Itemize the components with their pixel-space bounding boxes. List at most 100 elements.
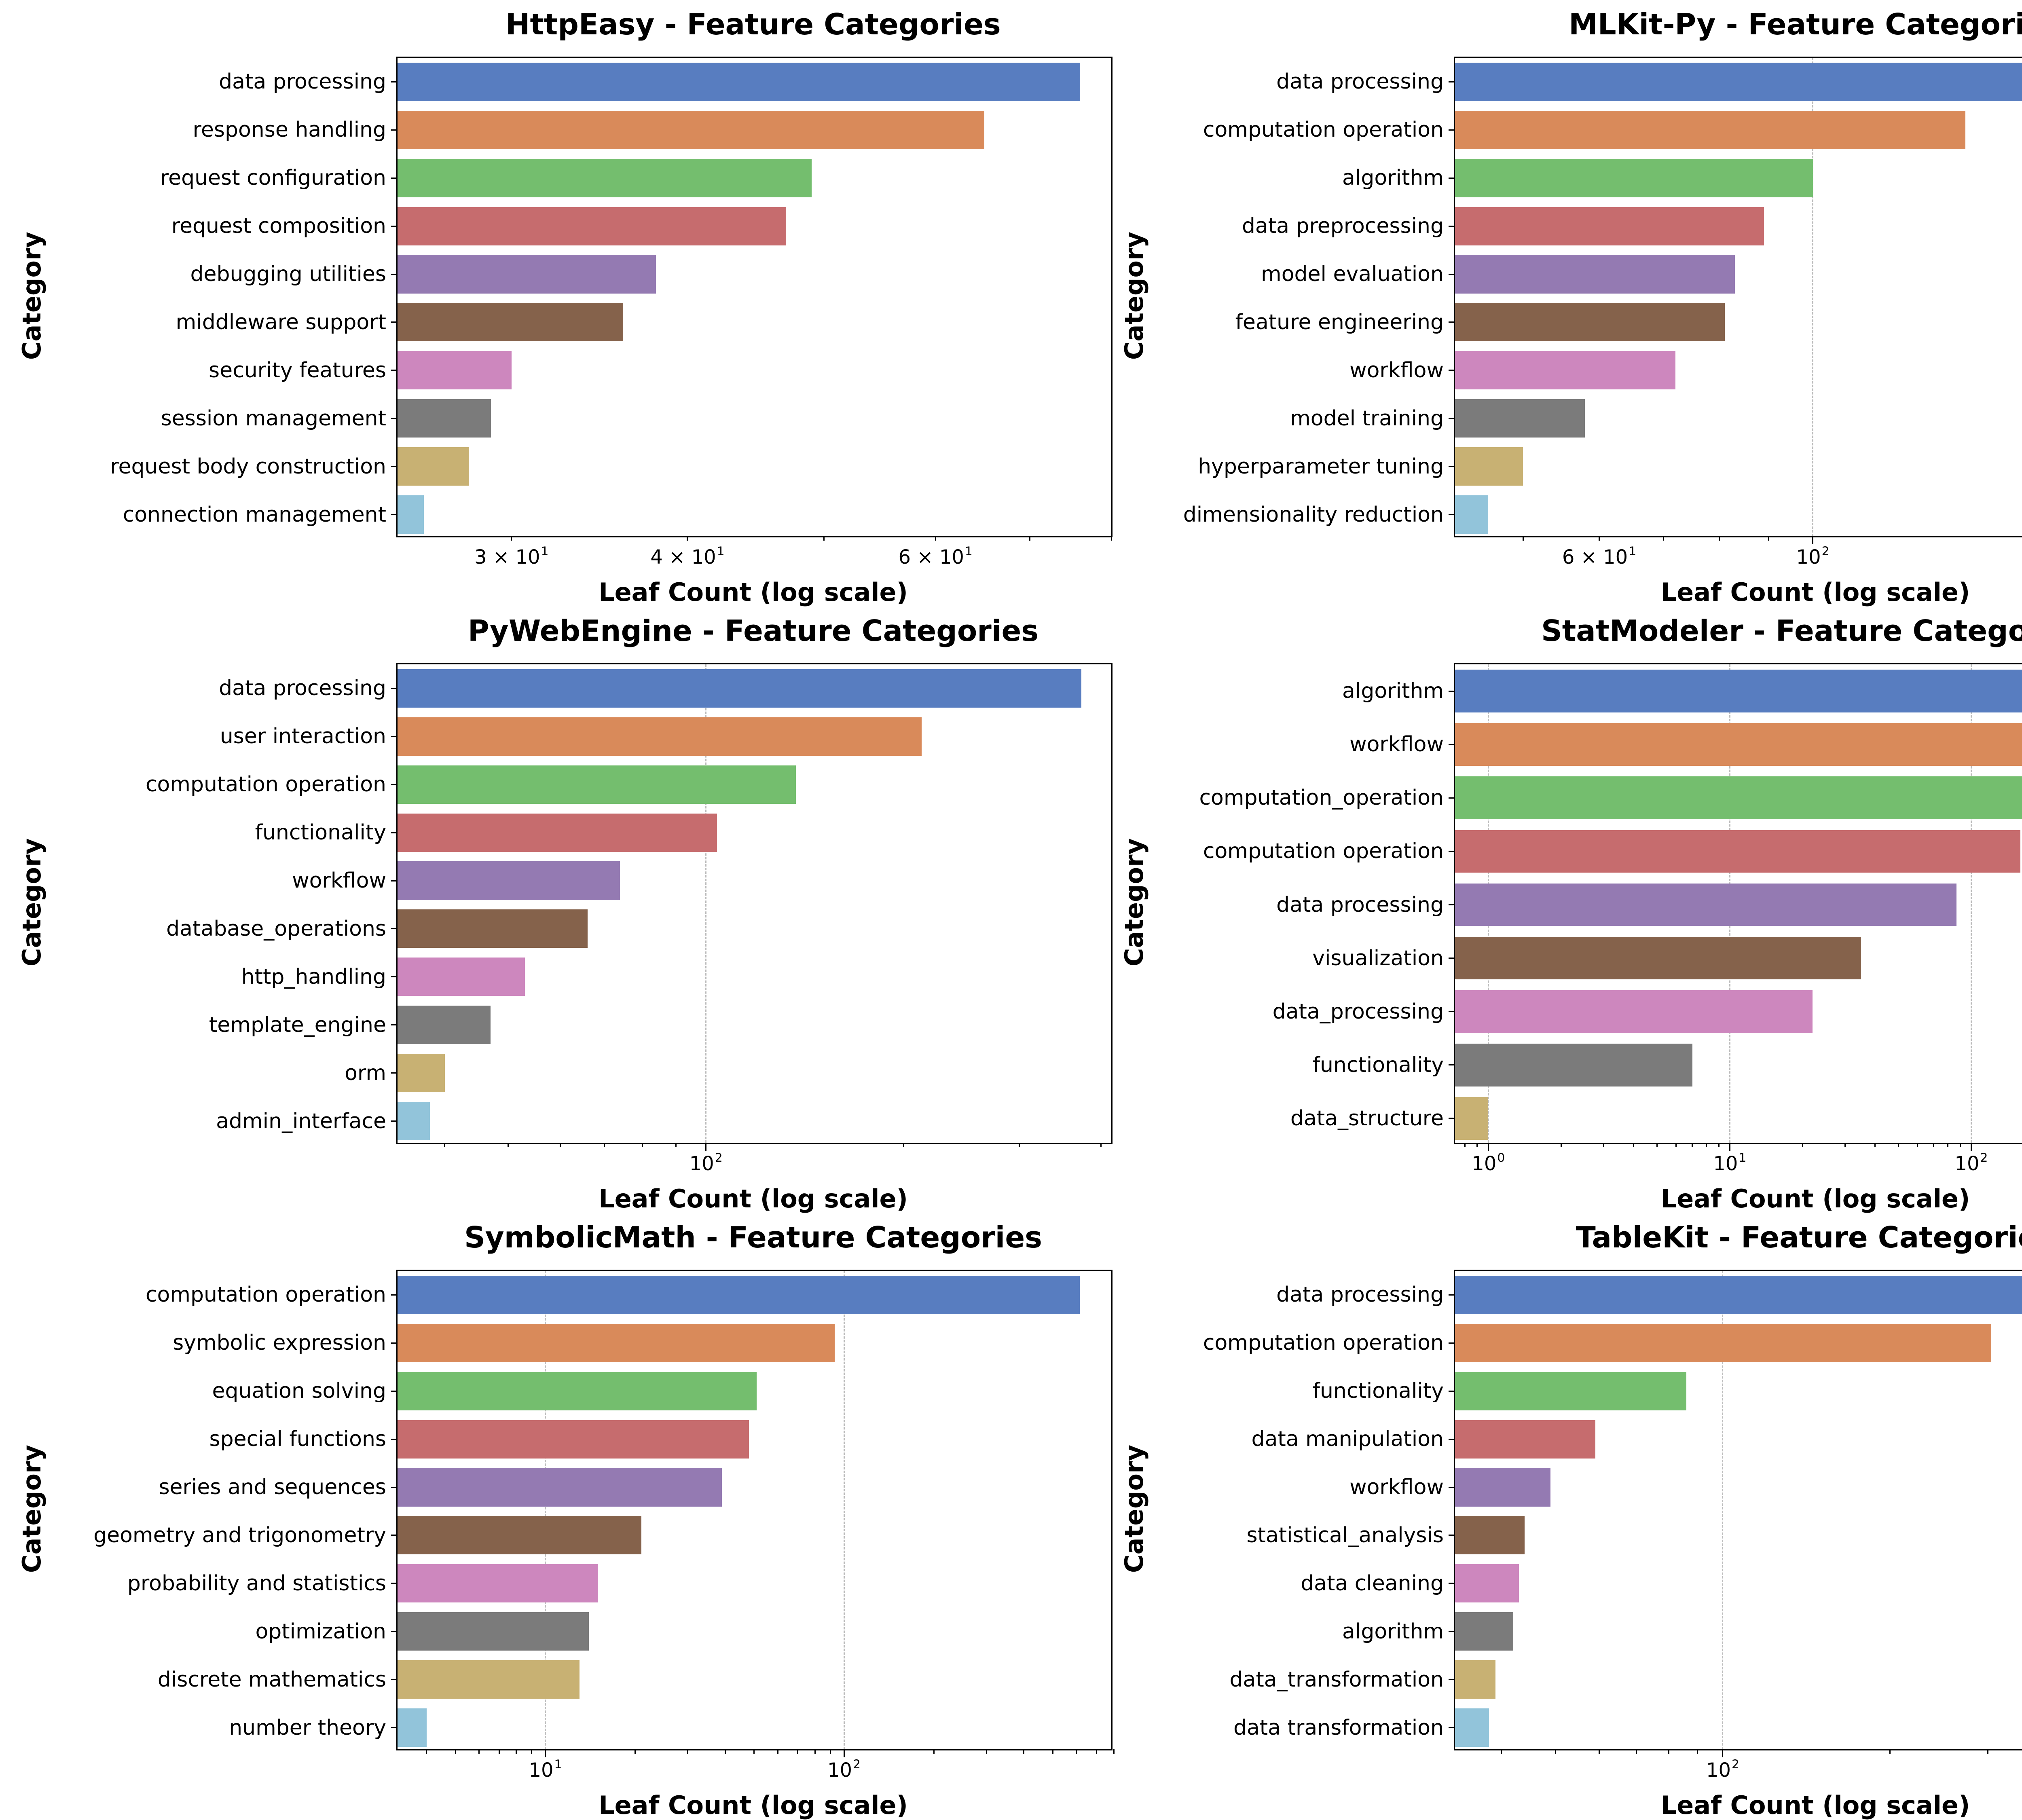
category-label: data manipulation <box>1251 1427 1444 1452</box>
bar-series-and-sequences <box>398 1468 722 1507</box>
plot-area: 102 data processing computation operation f… <box>1203 1270 2022 1782</box>
x-tick-mark <box>455 1749 456 1754</box>
bar-data-processing <box>398 669 1081 708</box>
bar-special-functions <box>398 1420 749 1459</box>
chart-panel-mlkit-py: MLKit-Py - Feature Categories Category 6… <box>1092 0 2022 607</box>
x-tick-mark <box>1692 1143 1693 1147</box>
y-tick-mark <box>1449 1631 1455 1632</box>
chart-title: HttpEasy - Feature Categories <box>506 7 1001 41</box>
y-tick-mark <box>1449 273 1455 275</box>
y-tick-mark <box>1449 418 1455 419</box>
bar-hyperparameter-tuning <box>1455 447 1523 486</box>
y-tick-mark <box>1449 904 1455 905</box>
category-label: workflow <box>1349 732 1444 757</box>
y-tick-mark <box>391 1120 398 1122</box>
x-tick-mark <box>1889 1749 1891 1754</box>
category-label: workflow <box>292 869 386 893</box>
category-label: model training <box>1290 406 1444 431</box>
x-axis-label: Leaf Count (log scale) <box>599 1790 908 1820</box>
category-label: special functions <box>209 1427 386 1452</box>
x-tick-mark <box>1501 1749 1502 1754</box>
x-tick-mark <box>843 1749 845 1757</box>
gridline <box>843 1271 845 1749</box>
x-tick-mark <box>1706 1143 1707 1147</box>
bar-request-configuration <box>398 159 812 197</box>
category-label: data processing <box>1276 70 1444 94</box>
category-label: discrete mathematics <box>157 1667 386 1692</box>
x-tick-label: 102 <box>1706 1757 1739 1782</box>
y-tick-mark <box>1449 466 1455 467</box>
x-tick-mark <box>1874 1143 1876 1147</box>
bar-data-transformation <box>1455 1708 1489 1747</box>
category-label: series and sequences <box>159 1475 386 1500</box>
x-tick-mark <box>511 536 512 541</box>
y-tick-mark <box>1449 1064 1455 1066</box>
category-label: orm <box>345 1061 386 1085</box>
x-tick-mark <box>1656 1143 1658 1147</box>
y-tick-mark <box>391 784 398 785</box>
chart-panel-pywebengine: PyWebEngine - Feature Categories Categor… <box>0 607 1113 1213</box>
gridline <box>705 664 707 1143</box>
x-tick-label: 4 × 101 <box>650 544 725 569</box>
y-tick-mark <box>391 736 398 737</box>
category-label: computation operation <box>1203 839 1444 864</box>
category-label: symbolic expression <box>173 1331 386 1355</box>
x-tick-mark <box>1052 1749 1053 1754</box>
x-tick-mark <box>531 1749 533 1754</box>
y-tick-mark <box>1449 225 1455 227</box>
bar-geometry-and-trigonometry <box>398 1516 642 1555</box>
x-tick-mark <box>705 1143 707 1151</box>
chart-title: TableKit - Feature Categories <box>1576 1220 2022 1254</box>
y-axis-label: Category <box>1119 1445 1149 1573</box>
y-tick-mark <box>391 976 398 978</box>
category-label: hyperparameter tuning <box>1198 454 1444 479</box>
category-label: response handling <box>192 118 386 142</box>
category-label: data_transformation <box>1229 1667 1444 1692</box>
gridline <box>544 1271 546 1749</box>
bar-data-preprocessing <box>1455 207 1764 245</box>
bar-http-handling <box>398 958 525 996</box>
gridline <box>1970 664 1972 1143</box>
bar-computation-operation <box>1455 110 1965 149</box>
y-axis-label: Category <box>17 1445 47 1573</box>
x-tick-mark <box>1987 1749 1989 1754</box>
chart-title: PyWebEngine - Feature Categories <box>467 614 1039 648</box>
category-label: data processing <box>1276 892 1444 917</box>
bar-visualization <box>1455 936 1861 980</box>
bar-model-training <box>1455 399 1585 438</box>
y-tick-mark <box>391 1583 398 1584</box>
bar-orm <box>398 1054 445 1093</box>
x-tick-mark <box>1675 1143 1677 1147</box>
category-label: algorithm <box>1342 1619 1444 1644</box>
bar-data-transformation <box>1455 1660 1495 1699</box>
category-label: data cleaning <box>1301 1571 1444 1596</box>
x-tick-mark <box>560 1143 561 1147</box>
y-axis-label: Category <box>1119 232 1149 360</box>
bar-statistical-analysis <box>1455 1516 1525 1555</box>
bar-functionality <box>398 813 717 852</box>
x-tick-mark <box>1076 1749 1077 1754</box>
y-tick-mark <box>1449 1118 1455 1119</box>
x-tick-label: 101 <box>529 1757 562 1782</box>
y-tick-mark <box>1449 1535 1455 1536</box>
category-label: admin_interface <box>216 1109 386 1133</box>
bar-request-composition <box>398 207 786 245</box>
x-tick-mark <box>1633 1143 1635 1147</box>
category-label: feature engineering <box>1235 310 1444 334</box>
bar-computation-operation <box>1455 830 2021 873</box>
x-tick-label: 102 <box>1954 1150 1988 1175</box>
y-tick-mark <box>1449 1486 1455 1488</box>
y-tick-mark <box>1449 1011 1455 1013</box>
y-tick-mark <box>1449 1727 1455 1729</box>
bar-algorithm <box>1455 670 2022 712</box>
category-label: number theory <box>229 1715 386 1740</box>
x-tick-mark <box>1970 1143 1972 1151</box>
y-tick-mark <box>1449 370 1455 371</box>
y-tick-mark <box>391 1486 398 1488</box>
category-label: request composition <box>171 214 386 239</box>
x-tick-label: 100 <box>1472 1150 1505 1175</box>
plot-area: 100 101 102 algorithm workflow computation_op… <box>1199 663 2022 1175</box>
y-tick-mark <box>1449 1390 1455 1392</box>
category-label: security features <box>209 358 386 383</box>
y-axis-label: Category <box>17 838 47 966</box>
